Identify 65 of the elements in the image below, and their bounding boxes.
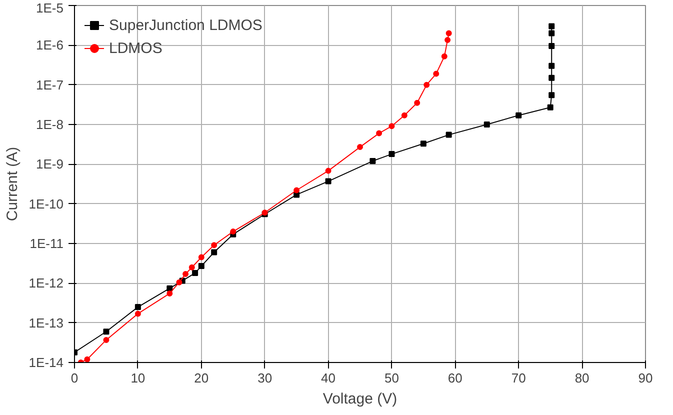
point — [547, 104, 554, 110]
x-tick-label: 40 — [321, 370, 336, 386]
point — [484, 122, 490, 128]
point — [516, 112, 522, 118]
y-tick-label: 1E-9 — [36, 156, 64, 172]
point — [103, 328, 110, 335]
y-axis-title: Current (A) — [4, 146, 21, 222]
x-tick-label: 50 — [384, 370, 399, 386]
point — [548, 43, 555, 50]
point — [325, 178, 332, 184]
x-tick-label: 0 — [70, 370, 78, 386]
point — [230, 228, 236, 235]
x-tick-label: 30 — [258, 370, 272, 386]
point — [414, 100, 420, 106]
point — [166, 290, 173, 296]
point — [388, 123, 395, 130]
point — [325, 168, 332, 174]
point — [134, 310, 141, 317]
point — [357, 144, 363, 150]
y-tick-label: 1E-11 — [30, 236, 64, 251]
point — [211, 242, 218, 248]
point — [441, 53, 448, 60]
point — [388, 151, 395, 158]
point — [370, 158, 376, 164]
point — [548, 30, 555, 36]
point — [548, 92, 555, 98]
y-tick-label: 1E-12 — [28, 276, 64, 291]
point — [548, 23, 555, 30]
point — [192, 270, 198, 276]
point — [446, 30, 452, 36]
point — [134, 304, 141, 310]
legend-label: LDMOS — [109, 40, 162, 56]
point — [176, 279, 182, 286]
y-tick-label: 1E-7 — [36, 77, 64, 92]
point — [548, 62, 555, 69]
y-tick-label: 1E-8 — [36, 117, 64, 132]
x-tick-label: 70 — [511, 370, 526, 386]
point — [188, 264, 195, 270]
point — [211, 249, 218, 256]
point — [446, 132, 452, 138]
y-tick-label: 1E-10 — [28, 196, 64, 212]
point — [376, 130, 382, 136]
point — [294, 187, 300, 194]
point — [103, 336, 110, 343]
x-tick-label: 80 — [574, 370, 590, 386]
point — [84, 356, 90, 362]
point — [401, 112, 408, 118]
y-tick-label: 1E-6 — [36, 38, 64, 53]
point — [420, 140, 426, 147]
x-tick-label: 90 — [638, 370, 653, 386]
legend-label: SuperJunction LDMOS — [109, 16, 262, 34]
point — [433, 70, 440, 77]
x-tick-label: 20 — [194, 370, 209, 386]
y-tick-label: 1E-13 — [28, 315, 64, 330]
x-tick-label: 60 — [448, 370, 462, 386]
y-tick-label: 1E-14 — [28, 355, 64, 370]
point — [424, 82, 430, 88]
point — [548, 74, 555, 81]
x-axis-title: Voltage (V) — [322, 390, 398, 408]
x-tick-label: 10 — [130, 370, 146, 386]
point — [182, 271, 189, 278]
point — [198, 263, 204, 270]
point — [444, 37, 451, 43]
y-tick-label: 1E-5 — [36, 0, 64, 16]
point — [198, 254, 204, 260]
